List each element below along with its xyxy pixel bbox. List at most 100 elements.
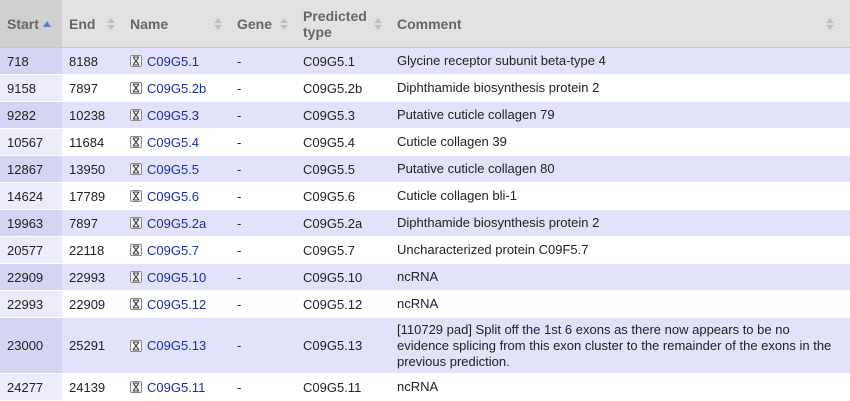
cell-start: 19963 bbox=[0, 210, 62, 236]
cell-start: 9282 bbox=[0, 102, 62, 128]
end-value: 25291 bbox=[69, 338, 106, 353]
cell-gene: - bbox=[230, 102, 296, 128]
cell-comment: Cuticle collagen bli-1 bbox=[390, 183, 850, 209]
gene-value: - bbox=[237, 107, 242, 123]
gene-structure-icon[interactable] bbox=[130, 109, 142, 121]
gene-structure-icon[interactable] bbox=[130, 190, 142, 202]
cell-start: 10567 bbox=[0, 129, 62, 155]
gene-name-link[interactable]: C09G5.7 bbox=[147, 242, 200, 258]
column-header-comment[interactable]: Comment bbox=[390, 0, 850, 47]
cell-start: 12867 bbox=[0, 156, 62, 182]
cell-predicted-type: C09G5.3 bbox=[296, 102, 390, 128]
table-row: 20577 22118 C09G5.7 - C09G5.7 Uncharacterized… bbox=[0, 237, 850, 264]
gene-value: - bbox=[237, 134, 242, 150]
column-header-predicted-type[interactable]: Predicted type bbox=[296, 0, 390, 47]
cell-name: C09G5.5 bbox=[123, 156, 230, 182]
end-value: 11684 bbox=[69, 134, 105, 150]
gene-name-link[interactable]: C09G5.6 bbox=[147, 188, 200, 204]
gene-structure-icon[interactable] bbox=[130, 271, 142, 283]
end-value: 22909 bbox=[69, 296, 106, 312]
gene-structure-icon[interactable] bbox=[130, 82, 142, 94]
cell-start: 22993 bbox=[0, 291, 62, 317]
end-value: 8188 bbox=[69, 53, 98, 69]
column-header-end-label: End bbox=[69, 15, 96, 32]
gene-structure-icon[interactable] bbox=[130, 217, 142, 229]
cell-predicted-type: C09G5.5 bbox=[296, 156, 390, 182]
cell-name: C09G5.6 bbox=[123, 183, 230, 209]
start-value: 23000 bbox=[7, 338, 44, 353]
cell-end: 7897 bbox=[62, 210, 123, 236]
table-row: 24277 24139 C09G5.11 - C09G5.11 ncRNA bbox=[0, 374, 850, 401]
column-header-start[interactable]: Start bbox=[0, 0, 62, 47]
cell-start: 718 bbox=[0, 48, 62, 74]
gene-name-link[interactable]: C09G5.13 bbox=[147, 338, 207, 353]
comment-value: Glycine receptor subunit beta-type 4 bbox=[397, 53, 606, 68]
cell-gene: - bbox=[230, 374, 296, 400]
gene-value: - bbox=[237, 188, 242, 204]
cell-start: 20577 bbox=[0, 237, 62, 263]
column-header-end[interactable]: End bbox=[62, 0, 123, 47]
gene-value: - bbox=[237, 161, 242, 177]
gene-name-link[interactable]: C09G5.2b bbox=[147, 80, 207, 96]
gene-name-link[interactable]: C09G5.2a bbox=[147, 215, 207, 231]
gene-name-link[interactable]: C09G5.11 bbox=[147, 379, 206, 395]
cell-comment: Putative cuticle collagen 80 bbox=[390, 156, 850, 182]
cell-end: 10238 bbox=[62, 102, 123, 128]
comment-value: ncRNA bbox=[397, 269, 439, 284]
cell-predicted-type: C09G5.6 bbox=[296, 183, 390, 209]
cell-end: 22993 bbox=[62, 264, 123, 290]
gene-structure-icon[interactable] bbox=[130, 339, 142, 352]
gene-name-link[interactable]: C09G5.4 bbox=[147, 134, 200, 150]
column-header-gene[interactable]: Gene bbox=[230, 0, 296, 47]
gene-value: - bbox=[237, 242, 242, 258]
cell-comment: Diphthamide biosynthesis protein 2 bbox=[390, 75, 850, 101]
gene-structure-icon[interactable] bbox=[130, 244, 142, 256]
cell-predicted-type: C09G5.13 bbox=[296, 318, 390, 373]
cell-gene: - bbox=[230, 291, 296, 317]
gene-name-link[interactable]: C09G5.1 bbox=[147, 53, 200, 69]
end-value: 10238 bbox=[69, 107, 106, 123]
table-row: 9282 10238 C09G5.3 - C09G5.3 Putative cuticle… bbox=[0, 102, 850, 129]
gene-name-link[interactable]: C09G5.5 bbox=[147, 161, 200, 177]
cell-name: C09G5.7 bbox=[123, 237, 230, 263]
sort-icon[interactable] bbox=[214, 17, 222, 30]
cell-predicted-type: C09G5.1 bbox=[296, 48, 390, 74]
predicted-type-value: C09G5.7 bbox=[303, 242, 356, 258]
sort-icon[interactable] bbox=[374, 17, 382, 30]
comment-value: Putative cuticle collagen 80 bbox=[397, 161, 555, 176]
sort-icon[interactable] bbox=[107, 17, 115, 30]
column-header-predicted-type-label: Predicted type bbox=[303, 7, 367, 40]
gene-name-link[interactable]: C09G5.3 bbox=[147, 107, 200, 123]
end-value: 17789 bbox=[69, 188, 106, 204]
predicted-type-value: C09G5.2b bbox=[303, 80, 363, 96]
gene-structure-icon[interactable] bbox=[130, 163, 142, 175]
cell-end: 17789 bbox=[62, 183, 123, 209]
start-value: 14624 bbox=[7, 188, 44, 204]
gene-value: - bbox=[237, 80, 242, 96]
table-body: 718 8188 C09G5.1 - C09G5.1 Glycine receptor s… bbox=[0, 48, 850, 401]
cell-start: 9158 bbox=[0, 75, 62, 101]
gene-name-link[interactable]: C09G5.12 bbox=[147, 296, 207, 312]
cell-gene: - bbox=[230, 210, 296, 236]
sort-icon[interactable] bbox=[826, 17, 834, 30]
cell-gene: - bbox=[230, 183, 296, 209]
table-row: 718 8188 C09G5.1 - C09G5.1 Glycine receptor s… bbox=[0, 48, 850, 75]
cell-gene: - bbox=[230, 237, 296, 263]
sort-icon[interactable] bbox=[280, 17, 288, 30]
start-value: 9158 bbox=[7, 80, 36, 96]
column-header-name[interactable]: Name bbox=[123, 0, 230, 47]
gene-value: - bbox=[237, 53, 242, 69]
gene-structure-icon[interactable] bbox=[130, 55, 142, 67]
sort-ascending-icon[interactable] bbox=[42, 20, 51, 27]
predicted-type-value: C09G5.1 bbox=[303, 53, 356, 69]
gene-structure-icon[interactable] bbox=[130, 381, 142, 393]
gene-structure-icon[interactable] bbox=[130, 136, 142, 148]
column-header-start-label: Start bbox=[7, 15, 39, 32]
cell-name: C09G5.2b bbox=[123, 75, 230, 101]
column-header-name-label: Name bbox=[130, 15, 169, 32]
cell-name: C09G5.10 bbox=[123, 264, 230, 290]
comment-value: ncRNA bbox=[397, 296, 439, 311]
gene-name-link[interactable]: C09G5.10 bbox=[147, 269, 207, 285]
gene-structure-icon[interactable] bbox=[130, 298, 142, 310]
